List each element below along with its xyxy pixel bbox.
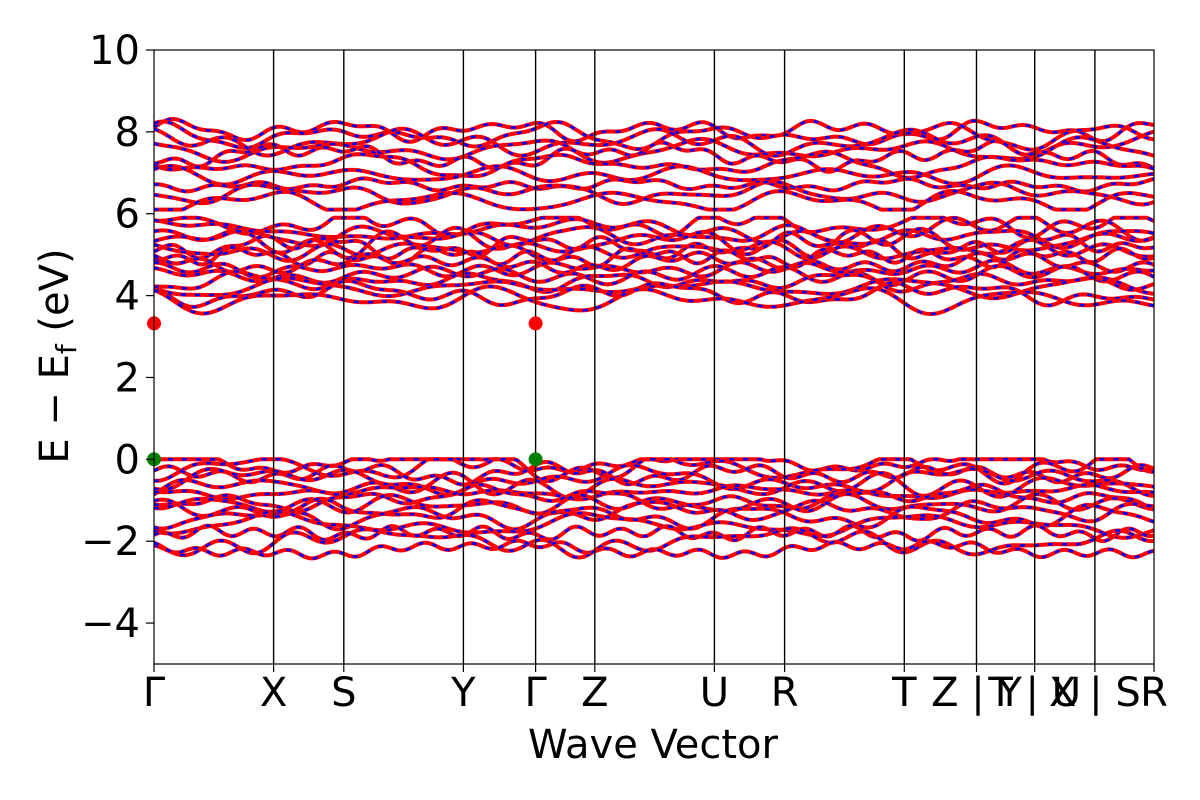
band-line-dashed (153, 150, 1155, 180)
band-line-dashed (153, 216, 1155, 244)
band-line (153, 126, 1155, 158)
y-axis-label-unit: (eV) (32, 248, 78, 344)
band-line-dashed (153, 471, 1155, 499)
band-line-dashed (153, 524, 1155, 543)
y-tick-label: 6 (115, 192, 140, 238)
band-line (153, 284, 1155, 317)
band-line-dashed (153, 259, 1155, 279)
band-line-dashed (153, 139, 1155, 174)
x-tick-label: U (700, 670, 729, 716)
band-line-dashed (153, 120, 1155, 152)
plot-frame (153, 49, 1155, 665)
y-tick-label: −4 (81, 601, 140, 647)
band-line-dashed (153, 179, 1155, 206)
x-tick-label: X (260, 670, 287, 716)
band-line-dashed (153, 509, 1155, 540)
band-line-dashed (153, 458, 1155, 485)
x-tick-label: S (331, 670, 356, 716)
x-axis-label: Wave Vector (528, 722, 779, 768)
band-line (153, 250, 1155, 275)
kpoint-lines (272, 50, 1096, 664)
band-line (154, 188, 1155, 212)
y-tick-label: 4 (115, 274, 140, 320)
x-tick-label: Z | Y (931, 670, 1022, 716)
y-axis-label: E − Ef (eV) (32, 248, 83, 463)
x-tick-label: T (891, 670, 917, 716)
x-tick-label: X | S (1049, 670, 1141, 716)
y-tick-label: 2 (115, 355, 140, 401)
y-tick-label: 8 (115, 110, 140, 156)
band-line-dashed (153, 276, 1155, 300)
x-tick-label: Γ (143, 670, 166, 716)
y-tick-label: 10 (89, 28, 140, 74)
y-tick-label: −2 (81, 519, 140, 565)
band-line (153, 538, 1155, 561)
band-line-dashed (153, 285, 1155, 316)
x-tick-label: R (1140, 670, 1168, 716)
bands-layer (152, 117, 1155, 561)
band-line-dashed (154, 177, 1155, 193)
vbm-marker (528, 452, 543, 467)
cbm-marker (528, 316, 543, 331)
band-line-dashed (153, 136, 1155, 165)
band-line-dashed (153, 463, 1155, 498)
band-line-dashed (153, 497, 1155, 523)
band-line-dashed (153, 117, 1155, 144)
band-line-dashed (153, 164, 1155, 186)
band-line-dashed (154, 458, 1155, 475)
band-line-dashed (153, 460, 1155, 487)
band-line-dashed (153, 216, 1155, 240)
x-tick-label: R (771, 670, 799, 716)
y-axis-label-sub: f (50, 343, 83, 354)
y-axis-label-main: E − E (32, 354, 78, 464)
x-tick-label: Z (581, 670, 608, 716)
x-tick-label: T | U (987, 670, 1081, 716)
x-tick-label: Γ (524, 670, 547, 716)
band-line-dashed (153, 492, 1155, 515)
extrema-markers (147, 316, 543, 467)
band-line-dashed (153, 246, 1155, 269)
y-axis-ticks: −4 −2 0 2 4 6 8 10 (81, 28, 154, 647)
y-tick-label: 0 (115, 437, 140, 483)
band-line-dashed (153, 483, 1155, 501)
x-tick-label: Y (450, 670, 476, 716)
